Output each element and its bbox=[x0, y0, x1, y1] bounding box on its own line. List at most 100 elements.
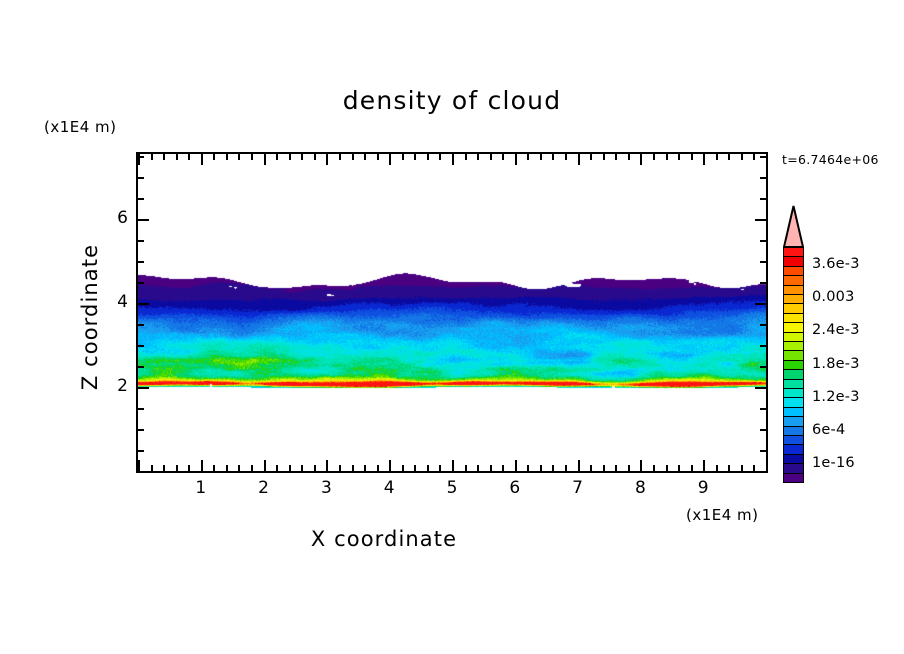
y-minor-tick-right bbox=[760, 156, 766, 158]
x-minor-tick-top bbox=[226, 154, 228, 160]
y-major-tick bbox=[138, 471, 149, 473]
y-major-tick-right bbox=[755, 303, 766, 305]
x-tick-label: 8 bbox=[634, 478, 646, 498]
y-minor-tick-right bbox=[760, 324, 766, 326]
x-minor-tick-top bbox=[565, 154, 567, 160]
x-minor-tick-top bbox=[276, 154, 278, 160]
x-major-tick-top bbox=[452, 154, 454, 165]
x-major-tick bbox=[138, 460, 140, 471]
x-major-tick-top bbox=[578, 154, 580, 165]
x-major-tick-top bbox=[326, 154, 328, 165]
x-minor-tick-top bbox=[653, 154, 655, 160]
x-minor-tick bbox=[502, 465, 504, 471]
x-minor-tick-top bbox=[728, 154, 730, 160]
x-minor-tick-top bbox=[540, 154, 542, 160]
y-axis-units-label: (x1E4 m) bbox=[44, 118, 117, 136]
x-minor-tick bbox=[188, 465, 190, 471]
x-minor-tick bbox=[427, 465, 429, 471]
x-minor-tick-top bbox=[238, 154, 240, 160]
y-minor-tick-right bbox=[760, 177, 766, 179]
x-minor-tick bbox=[628, 465, 630, 471]
y-minor-tick bbox=[138, 261, 144, 263]
x-tick-label: 7 bbox=[572, 478, 583, 498]
colorbar-band bbox=[783, 397, 804, 408]
colorbar-band bbox=[783, 472, 804, 483]
y-minor-tick-right bbox=[760, 240, 766, 242]
y-minor-tick-right bbox=[760, 429, 766, 431]
y-minor-tick bbox=[138, 366, 144, 368]
x-minor-tick bbox=[377, 465, 379, 471]
y-minor-tick bbox=[138, 198, 144, 200]
x-minor-tick bbox=[753, 465, 755, 471]
y-minor-tick bbox=[138, 450, 144, 452]
x-minor-tick-top bbox=[251, 154, 253, 160]
x-minor-tick bbox=[439, 465, 441, 471]
x-major-tick-top bbox=[515, 154, 517, 165]
colorbar-band bbox=[783, 331, 804, 342]
x-minor-tick-top bbox=[352, 154, 354, 160]
x-minor-tick-top bbox=[716, 154, 718, 160]
x-minor-tick bbox=[615, 465, 617, 471]
colorbar-band bbox=[783, 303, 804, 314]
x-minor-tick bbox=[314, 465, 316, 471]
x-minor-tick-top bbox=[364, 154, 366, 160]
colorbar-tick-label: 1.8e-3 bbox=[812, 355, 860, 372]
plot-area bbox=[136, 152, 768, 473]
colorbar-band bbox=[783, 463, 804, 474]
y-minor-tick-right bbox=[760, 198, 766, 200]
colorbar-band bbox=[783, 275, 804, 286]
x-minor-tick bbox=[590, 465, 592, 471]
x-minor-tick-top bbox=[414, 154, 416, 160]
x-minor-tick-top bbox=[615, 154, 617, 160]
x-minor-tick-top bbox=[314, 154, 316, 160]
x-minor-tick bbox=[176, 465, 178, 471]
y-minor-tick-right bbox=[760, 282, 766, 284]
x-minor-tick bbox=[666, 465, 668, 471]
x-minor-tick-top bbox=[377, 154, 379, 160]
y-tick-label: 4 bbox=[117, 292, 128, 313]
colorbar-tick-label: 2.4e-3 bbox=[812, 322, 860, 339]
colorbar-band bbox=[783, 378, 804, 389]
colorbar-band bbox=[783, 435, 804, 446]
colorbar-tick-label: 1e-16 bbox=[812, 455, 855, 472]
x-minor-tick bbox=[603, 465, 605, 471]
colorbar-band bbox=[783, 369, 804, 380]
x-minor-tick bbox=[364, 465, 366, 471]
x-minor-tick bbox=[678, 465, 680, 471]
x-minor-tick bbox=[339, 465, 341, 471]
colorbar-band bbox=[783, 284, 804, 295]
colorbar-tick-label: 1.2e-3 bbox=[812, 388, 860, 405]
x-minor-tick-top bbox=[176, 154, 178, 160]
y-major-tick bbox=[138, 219, 149, 221]
y-axis-title: Z coordinate bbox=[78, 243, 102, 391]
x-minor-tick-top bbox=[666, 154, 668, 160]
x-minor-tick-top bbox=[741, 154, 743, 160]
colorbar-tick-label: 6e-4 bbox=[812, 422, 846, 438]
x-minor-tick bbox=[540, 465, 542, 471]
x-minor-tick-top bbox=[188, 154, 190, 160]
y-major-tick bbox=[138, 387, 149, 389]
x-major-tick bbox=[703, 460, 705, 471]
y-minor-tick-right bbox=[760, 408, 766, 410]
x-major-tick-top bbox=[703, 154, 705, 165]
x-minor-tick-top bbox=[691, 154, 693, 160]
colorbar-band bbox=[783, 294, 804, 305]
x-minor-tick bbox=[276, 465, 278, 471]
x-minor-tick bbox=[238, 465, 240, 471]
x-major-tick bbox=[515, 460, 517, 471]
x-minor-tick bbox=[213, 465, 215, 471]
colorbar-band bbox=[783, 388, 804, 399]
y-minor-tick-right bbox=[760, 450, 766, 452]
x-minor-tick bbox=[414, 465, 416, 471]
x-tick-label: 3 bbox=[320, 478, 332, 498]
x-minor-tick bbox=[251, 465, 253, 471]
y-major-tick bbox=[138, 303, 149, 305]
y-minor-tick bbox=[138, 408, 144, 410]
y-minor-tick-right bbox=[760, 345, 766, 347]
x-minor-tick bbox=[163, 465, 165, 471]
x-major-tick bbox=[389, 460, 391, 471]
x-minor-tick bbox=[226, 465, 228, 471]
colorbar-arrow-cap bbox=[782, 205, 805, 248]
x-minor-tick-top bbox=[402, 154, 404, 160]
y-tick-label: 6 bbox=[117, 208, 128, 229]
